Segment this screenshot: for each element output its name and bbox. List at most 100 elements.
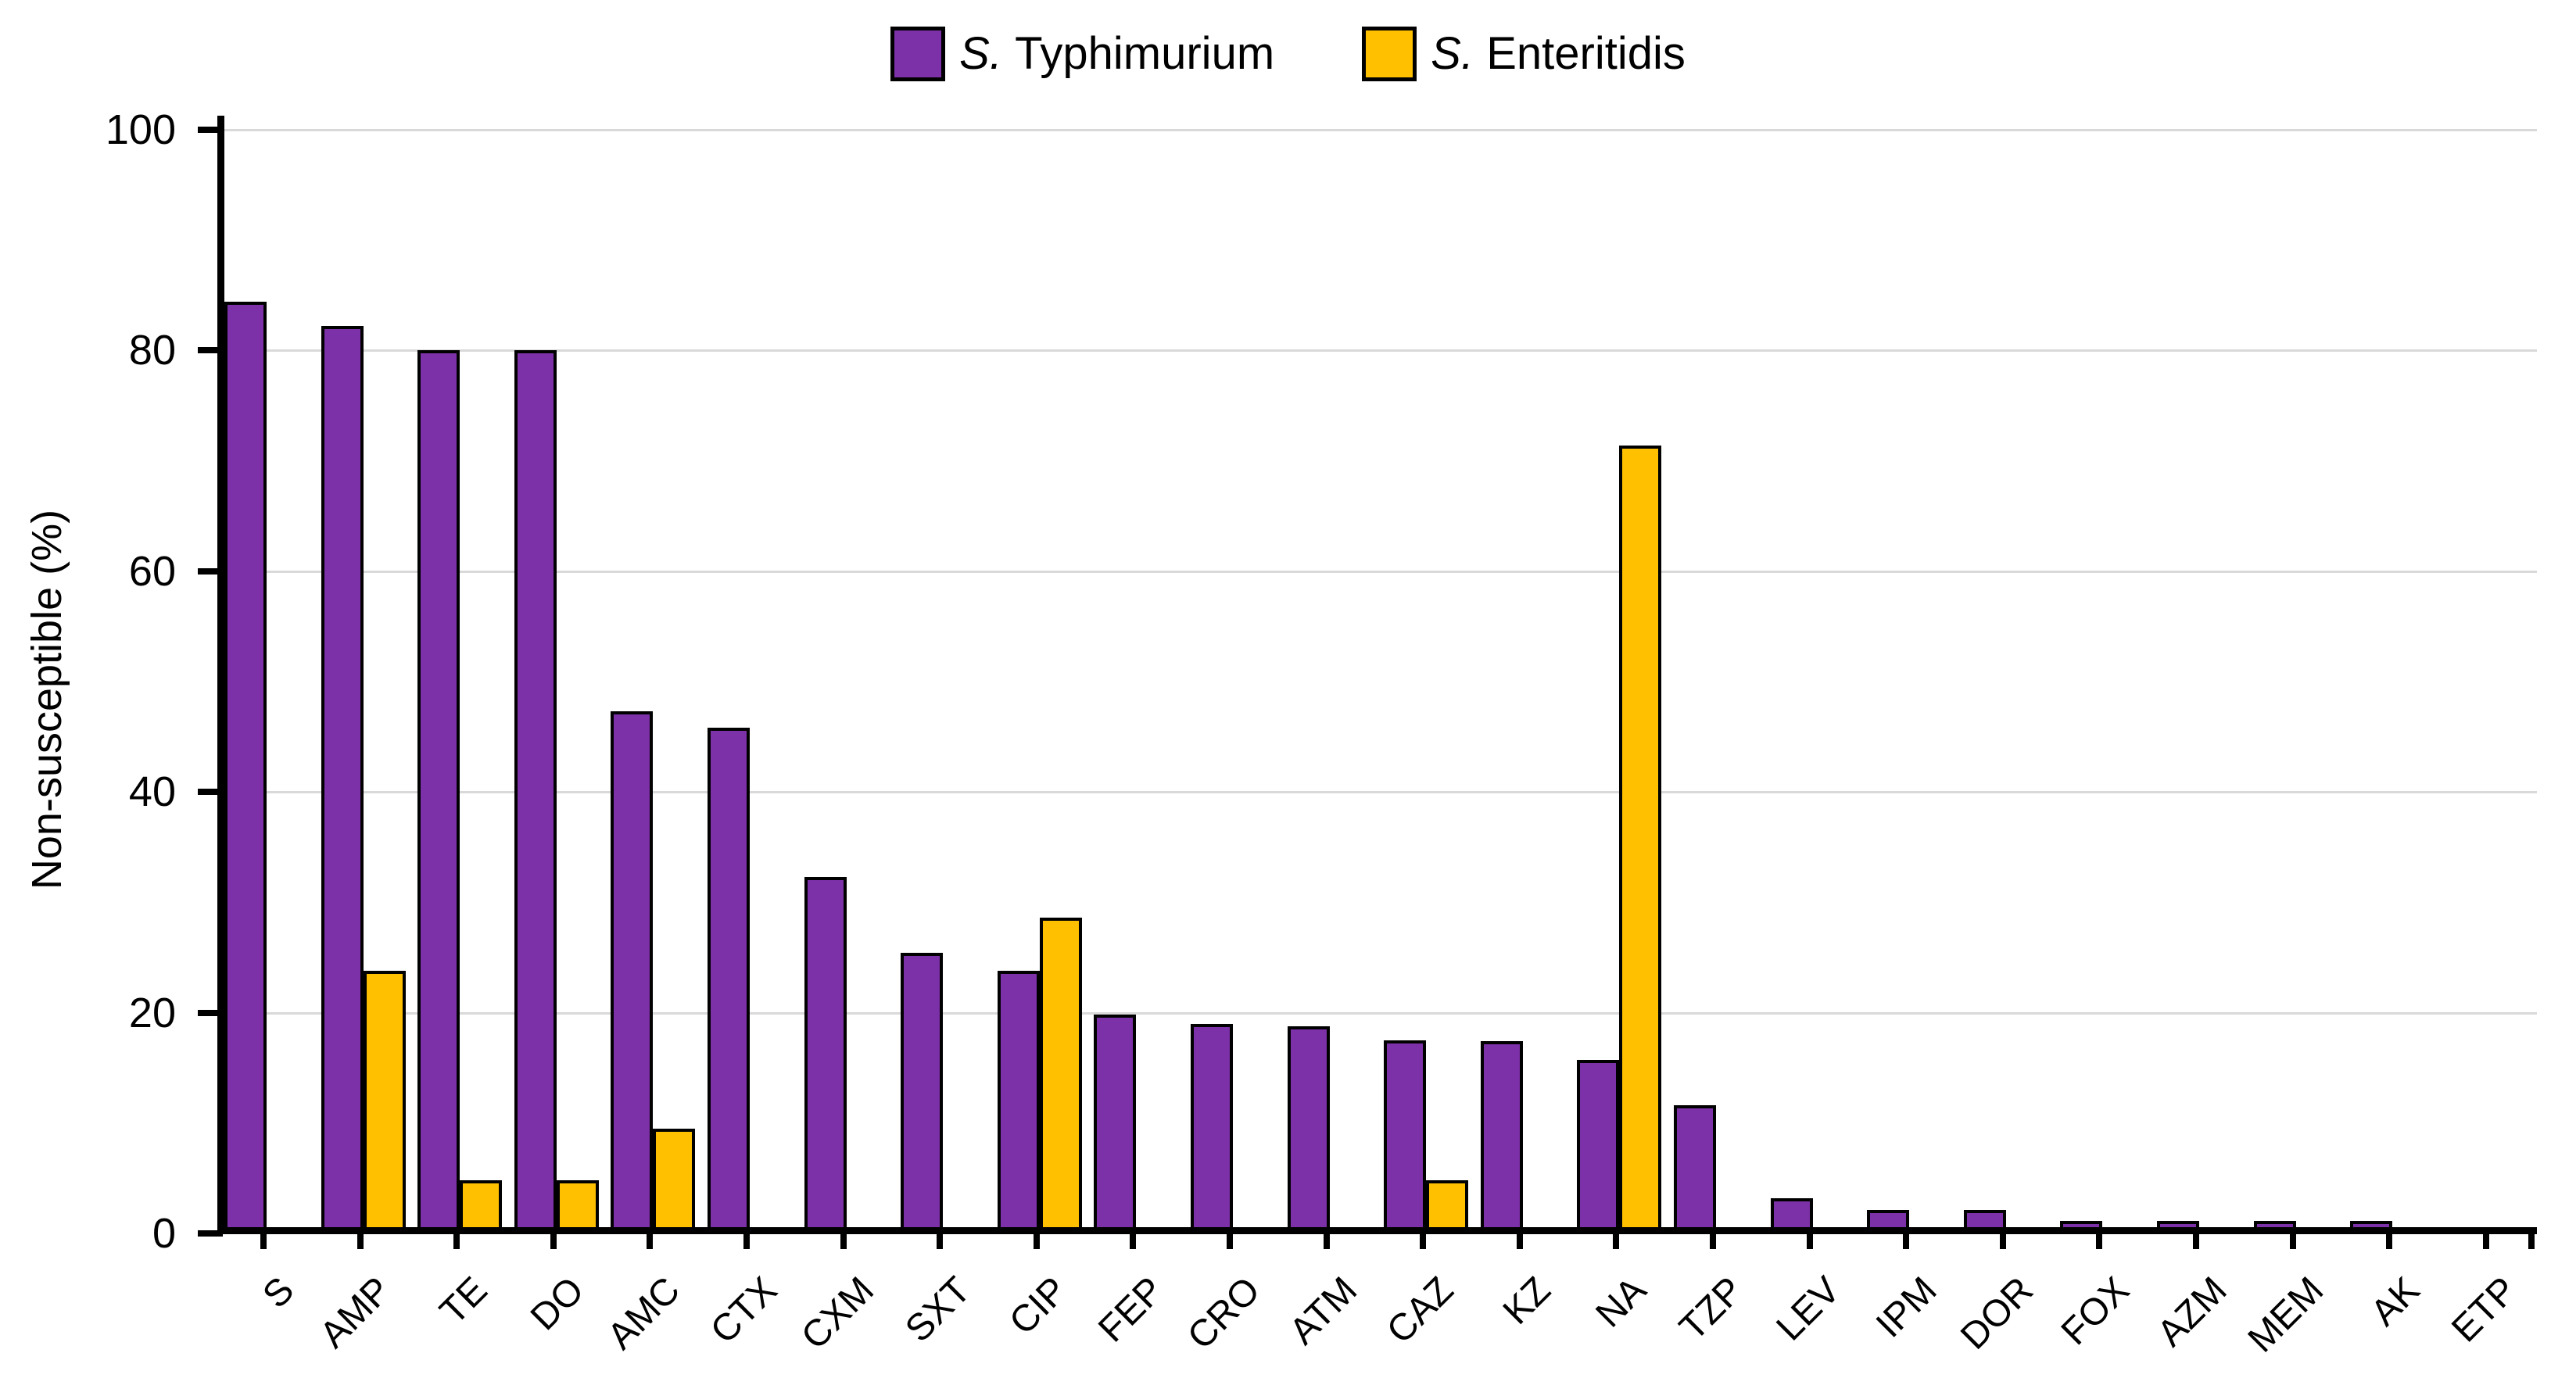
bar-CXM-typhimurium <box>804 877 847 1233</box>
y-tick-mark <box>198 568 223 575</box>
y-tick-label: 0 <box>152 1210 176 1257</box>
legend: S. Typhimurium S. Enteritidis <box>0 27 2576 81</box>
bar-CTX-typhimurium <box>708 728 750 1233</box>
x-tick-label: IPM <box>1868 1269 1945 1346</box>
x-tick-label: AMP <box>312 1269 399 1356</box>
x-tick-mark <box>1613 1234 1619 1249</box>
x-tick-label: FEP <box>1090 1269 1172 1351</box>
x-tick-label: DOR <box>1953 1269 2042 1358</box>
bar-CIP-enteritidis <box>1040 918 1082 1233</box>
x-tick-label: AK <box>2363 1269 2428 1334</box>
x-tick-mark <box>2290 1234 2296 1249</box>
gridline-100 <box>223 129 2537 131</box>
bar-AMC-enteritidis <box>653 1129 695 1233</box>
gridline-20 <box>223 1012 2537 1015</box>
x-tick-label: CAZ <box>1378 1269 1462 1352</box>
bar-CIP-typhimurium <box>998 971 1040 1233</box>
bar-CAZ-enteritidis <box>1426 1180 1468 1233</box>
bar-CAZ-typhimurium <box>1384 1040 1426 1233</box>
x-tick-label: NA <box>1588 1269 1655 1336</box>
x-tick-mark <box>1034 1234 1040 1249</box>
y-tick-mark <box>198 1010 223 1016</box>
bar-AMC-typhimurium <box>611 711 653 1233</box>
x-tick-mark <box>357 1234 364 1249</box>
x-tick-label: ETP <box>2443 1269 2525 1351</box>
bar-FEP-typhimurium <box>1094 1015 1136 1233</box>
x-tick-mark <box>453 1234 460 1249</box>
bar-SXT-typhimurium <box>901 953 943 1233</box>
x-tick-label: DO <box>522 1269 593 1339</box>
x-tick-label: FOX <box>2054 1269 2138 1354</box>
gridline-80 <box>223 349 2537 352</box>
y-tick-label: 80 <box>128 327 176 374</box>
x-tick-label: CRO <box>1180 1269 1269 1358</box>
y-tick-mark <box>198 1230 223 1237</box>
gridline-60 <box>223 571 2537 573</box>
x-tick-mark <box>2386 1234 2392 1249</box>
bar-TZP-typhimurium <box>1674 1105 1716 1233</box>
x-tick-mark <box>2483 1234 2489 1249</box>
x-tick-mark <box>1324 1234 1330 1249</box>
legend-species: Typhimurium <box>1015 28 1275 79</box>
x-tick-mark <box>1903 1234 1909 1249</box>
bar-DO-typhimurium <box>514 350 557 1233</box>
bar-KZ-typhimurium <box>1481 1041 1523 1233</box>
legend-genus: S. <box>1431 28 1474 79</box>
x-tick-mark <box>260 1234 267 1249</box>
x-tick-mark <box>647 1234 653 1249</box>
x-tick-label: KZ <box>1495 1269 1559 1333</box>
x-tick-label: TZP <box>1671 1269 1752 1349</box>
x-tick-label: MEM <box>2240 1269 2332 1361</box>
legend-species: Enteritidis <box>1486 28 1686 79</box>
x-tick-mark <box>1130 1234 1136 1249</box>
y-axis-line <box>217 116 224 1234</box>
bar-DO-enteritidis <box>557 1180 599 1233</box>
x-axis-end-tick <box>2528 1234 2535 1249</box>
legend-genus: S. <box>959 28 1002 79</box>
bar-CRO-typhimurium <box>1191 1024 1233 1233</box>
legend-item-enteritidis: S. Enteritidis <box>1362 27 1686 81</box>
y-tick-mark <box>198 789 223 795</box>
x-tick-mark <box>937 1234 943 1249</box>
x-tick-mark <box>1710 1234 1716 1249</box>
bar-NA-enteritidis <box>1619 446 1661 1233</box>
y-tick-mark <box>198 347 223 353</box>
y-tick-label: 20 <box>128 990 176 1036</box>
x-tick-mark <box>1517 1234 1523 1249</box>
bar-AMP-typhimurium <box>321 326 364 1233</box>
x-tick-mark <box>743 1234 750 1249</box>
y-tick-mark <box>198 127 223 133</box>
y-tick-label: 40 <box>128 768 176 815</box>
legend-label-typhimurium: S. Typhimurium <box>959 31 1274 77</box>
x-tick-label: ATM <box>1281 1269 1366 1353</box>
x-tick-mark <box>1227 1234 1233 1249</box>
enteritidis-swatch <box>1362 27 1417 81</box>
x-tick-label: CTX <box>702 1269 786 1352</box>
x-tick-label: CXM <box>794 1269 883 1358</box>
bar-NA-typhimurium <box>1577 1060 1619 1233</box>
legend-label-enteritidis: S. Enteritidis <box>1431 31 1686 77</box>
bar-S-typhimurium <box>224 302 267 1233</box>
x-tick-mark <box>550 1234 557 1249</box>
y-tick-label: 100 <box>105 106 176 153</box>
gridline-40 <box>223 791 2537 793</box>
x-tick-label: AZM <box>2149 1269 2235 1355</box>
x-tick-mark <box>840 1234 847 1249</box>
y-axis-title: Non-susceptible (%) <box>23 509 70 890</box>
x-tick-label: TE <box>432 1269 496 1333</box>
y-tick-label: 60 <box>128 548 176 595</box>
x-axis-line <box>217 1227 2537 1234</box>
x-tick-mark <box>2096 1234 2102 1249</box>
x-tick-mark <box>1420 1234 1426 1249</box>
bar-AMP-enteritidis <box>364 971 406 1233</box>
x-tick-mark <box>2193 1234 2199 1249</box>
x-tick-label: AMC <box>600 1269 689 1358</box>
x-tick-label: S <box>255 1269 303 1316</box>
x-tick-label: CIP <box>1001 1269 1076 1343</box>
x-tick-label: SXT <box>897 1269 979 1351</box>
x-tick-mark <box>2000 1234 2006 1249</box>
x-tick-mark <box>1807 1234 1813 1249</box>
legend-item-typhimurium: S. Typhimurium <box>890 27 1274 81</box>
